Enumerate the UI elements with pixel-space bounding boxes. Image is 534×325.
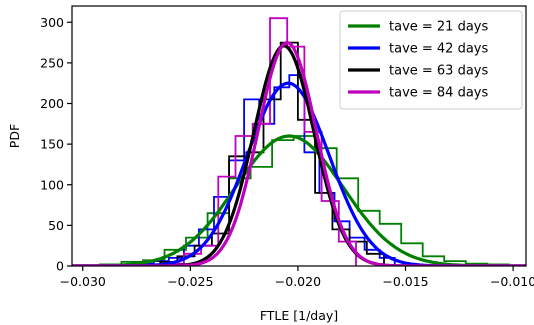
x-tick-label: −0.015 — [382, 274, 428, 289]
y-axis-label: PDF — [7, 124, 22, 148]
histogram-series-1 — [99, 135, 510, 266]
x-tick-label: −0.030 — [60, 274, 106, 289]
x-tick-label: −0.010 — [490, 274, 534, 289]
legend-label-series-2: tave = 42 days — [389, 42, 488, 57]
pdf-curve-series-4 — [72, 41, 526, 266]
legend-label-series-1: tave = 21 days — [389, 20, 488, 35]
pdf-curve-series-3 — [72, 44, 526, 266]
legend-label-series-4: tave = 84 days — [389, 86, 488, 101]
histogram-series-4 — [165, 17, 357, 266]
plot-frame — [71, 5, 527, 267]
y-tick-label: 100 — [40, 177, 64, 192]
y-tick-label: 150 — [40, 137, 64, 152]
legend-box — [339, 10, 523, 110]
legend-label-series-3: tave = 63 days — [389, 64, 488, 79]
y-tick-label: 300 — [40, 15, 64, 30]
legend: tave = 21 days tave = 42 days tave = 63 da… — [339, 10, 523, 110]
y-tick-label: 250 — [40, 55, 64, 70]
x-axis-label: FTLE [1/day] — [260, 308, 338, 323]
y-tick-label: 50 — [48, 218, 64, 233]
x-tick-label: −0.020 — [275, 274, 321, 289]
axes-ticks: −0.030 −0.025 −0.020 −0.015 −0.010 0 50 100 150 2… — [40, 15, 534, 289]
pdf-curve-series-1 — [72, 134, 526, 266]
y-tick-label: 0 — [56, 259, 64, 274]
x-tick-label: −0.025 — [167, 274, 213, 289]
pdf-curve-series-2 — [72, 81, 526, 266]
y-tick-label: 200 — [40, 96, 64, 111]
